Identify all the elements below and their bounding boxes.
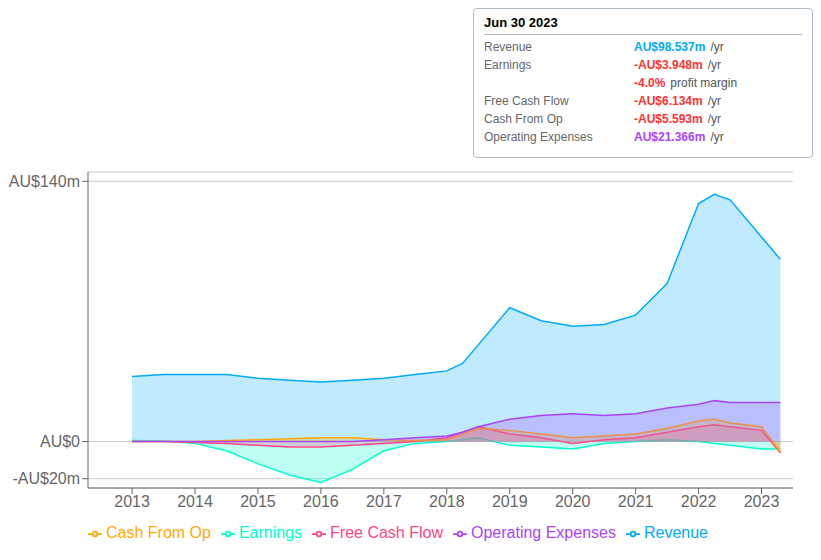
svg-text:2020: 2020 xyxy=(555,493,591,510)
svg-text:2016: 2016 xyxy=(303,493,339,510)
svg-text:2013: 2013 xyxy=(114,493,150,510)
svg-text:2019: 2019 xyxy=(492,493,528,510)
html-text:Revenue: Revenue xyxy=(644,524,708,541)
svg-text:2023: 2023 xyxy=(744,493,780,510)
html-text:-AU$5.593m /yr: -AU$5.593m /yr xyxy=(634,112,721,126)
html-text:Earnings: Earnings xyxy=(238,524,303,541)
svg-text:2021: 2021 xyxy=(618,493,654,510)
html-text:-4.0% profit margin: -4.0% profit margin xyxy=(634,76,738,90)
html-text:Free Cash Flow: Free Cash Flow xyxy=(330,524,443,541)
html-text:Revenue: Revenue xyxy=(484,40,532,54)
html-text:Operating Expenses: Operating Expenses xyxy=(471,524,616,541)
html-text:Free Cash Flow: Free Cash Flow xyxy=(484,94,569,108)
svg-text:AU$140m: AU$140m xyxy=(9,173,80,190)
html-text:Operating Expenses: Operating Expenses xyxy=(484,130,593,144)
html-text:Jun 30 2023: Jun 30 2023 xyxy=(484,15,558,30)
html-text:AU$21.366m /yr: AU$21.366m /yr xyxy=(634,130,724,144)
html-text:Cash From Op: Cash From Op xyxy=(484,112,563,126)
html-text:-AU$3.948m /yr: -AU$3.948m /yr xyxy=(634,58,721,72)
svg-text:-AU$20m: -AU$20m xyxy=(12,470,80,487)
svg-text:AU$0: AU$0 xyxy=(40,433,80,450)
svg-text:2015: 2015 xyxy=(240,493,276,510)
svg-text:2014: 2014 xyxy=(177,493,213,510)
html-text:-AU$6.134m /yr: -AU$6.134m /yr xyxy=(634,94,721,108)
html-text:Earnings: Earnings xyxy=(484,58,532,72)
svg-text:2018: 2018 xyxy=(429,493,465,510)
svg-text:2022: 2022 xyxy=(681,493,717,510)
html-text:AU$98.537m /yr: AU$98.537m /yr xyxy=(634,40,724,54)
html-text:Cash From Op: Cash From Op xyxy=(106,524,211,541)
svg-text:2017: 2017 xyxy=(366,493,402,510)
